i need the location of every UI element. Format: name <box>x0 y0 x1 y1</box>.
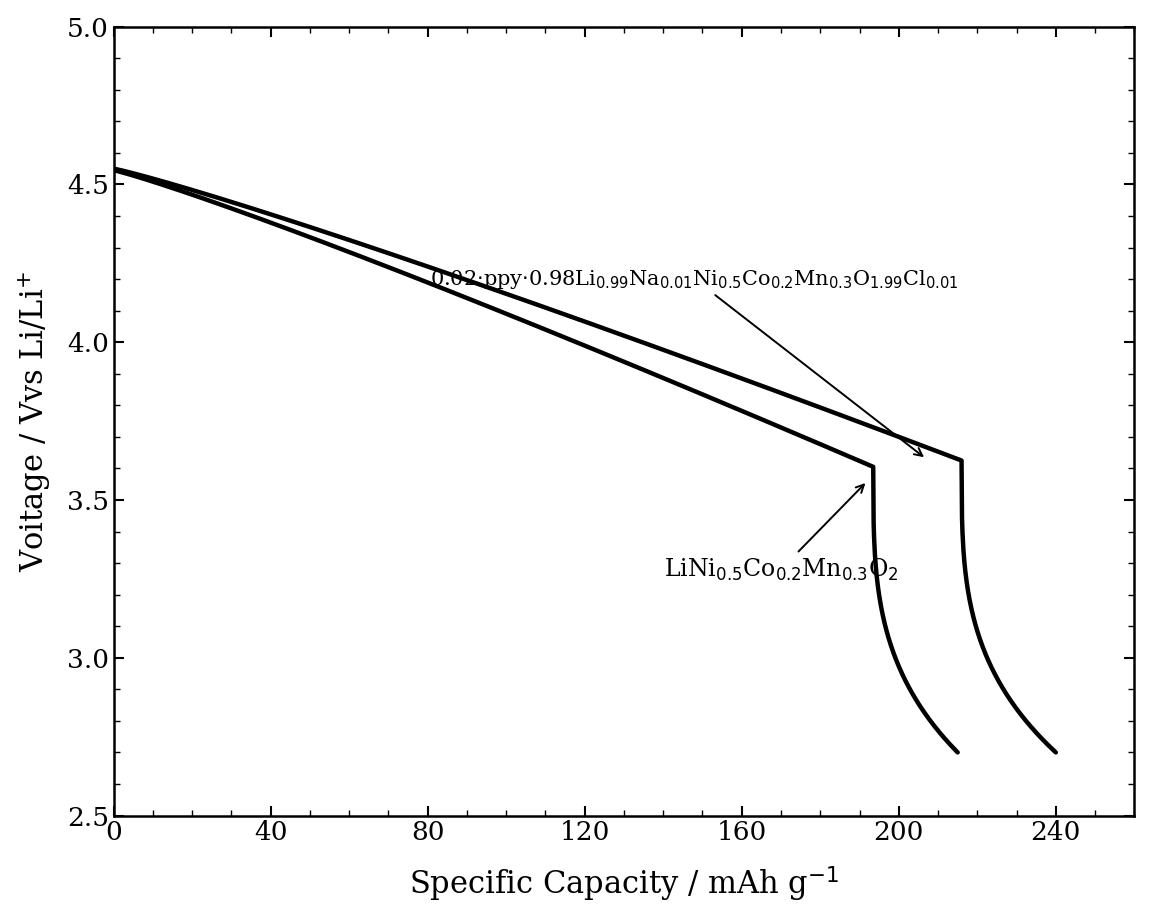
Text: 0.02$\cdot$ppy$\cdot$0.98Li$_{0.99}$Na$_{0.01}$Ni$_{0.5}$Co$_{0.2}$Mn$_{0.3}$O$_: 0.02$\cdot$ppy$\cdot$0.98Li$_{0.99}$Na$_… <box>430 268 959 456</box>
Text: LiNi$_{0.5}$Co$_{0.2}$Mn$_{0.3}$O$_{2}$: LiNi$_{0.5}$Co$_{0.2}$Mn$_{0.3}$O$_{2}$ <box>664 484 898 582</box>
X-axis label: Specific Capacity / mAh g$^{-1}$: Specific Capacity / mAh g$^{-1}$ <box>409 865 839 904</box>
Y-axis label: Voitage / Vvs Li/Li$^{+}$: Voitage / Vvs Li/Li$^{+}$ <box>16 271 53 572</box>
